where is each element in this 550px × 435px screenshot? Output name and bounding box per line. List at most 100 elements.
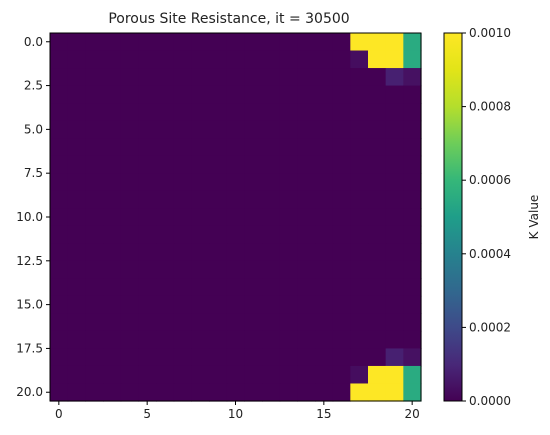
heatmap-cell xyxy=(244,68,263,87)
heatmap-cell xyxy=(297,225,316,244)
heatmap-cell xyxy=(368,225,387,244)
heatmap-cell xyxy=(138,68,157,87)
heatmap-cell xyxy=(385,190,404,209)
heatmap-cell xyxy=(315,50,334,69)
heatmap-cell xyxy=(103,68,122,87)
heatmap-cell xyxy=(50,260,69,279)
heatmap-cell xyxy=(209,225,228,244)
heatmap-cell xyxy=(332,68,351,87)
heatmap-cell xyxy=(50,295,69,314)
heatmap-cell xyxy=(403,383,422,402)
heatmap-cell xyxy=(209,33,228,52)
x-axis: 0 5 10 15 20 xyxy=(55,401,420,421)
colorbar-tick-label: 0.0008 xyxy=(469,100,511,114)
heatmap-cell xyxy=(226,365,245,385)
heatmap-cell xyxy=(279,313,298,332)
x-tick-label: 15 xyxy=(316,407,331,421)
heatmap-cell xyxy=(297,138,316,157)
heatmap-cell xyxy=(368,295,387,314)
heatmap-cell xyxy=(368,278,387,297)
heatmap-cell xyxy=(262,68,281,87)
heatmap-cell xyxy=(315,120,334,139)
y-tick-label: 17.5 xyxy=(16,341,43,355)
heatmap-cell xyxy=(262,208,281,227)
heatmap-cell xyxy=(156,85,175,104)
heatmap-cell xyxy=(350,260,369,279)
heatmap-cell xyxy=(332,208,351,227)
heatmap-cell xyxy=(297,190,316,209)
heatmap-cell xyxy=(173,138,192,157)
heatmap-cell xyxy=(120,68,139,87)
heatmap-cell xyxy=(103,50,122,69)
heatmap-cell xyxy=(67,33,86,52)
heatmap-cell xyxy=(138,278,157,297)
heatmap-cell xyxy=(315,260,334,279)
heatmap-cell xyxy=(350,173,369,192)
heatmap-cell xyxy=(191,295,210,314)
heatmap-cell xyxy=(315,68,334,87)
heatmap-cell xyxy=(173,173,192,192)
heatmap-cell xyxy=(244,173,263,192)
heatmap-cell xyxy=(191,243,210,262)
heatmap-cell xyxy=(173,50,192,69)
heatmap-cell xyxy=(138,33,157,52)
heatmap-cell xyxy=(297,295,316,314)
heatmap-cell xyxy=(297,68,316,87)
heatmap-cell xyxy=(50,278,69,297)
heatmap-cell xyxy=(85,278,104,297)
heatmap-cell xyxy=(244,103,263,122)
heatmap-cell xyxy=(226,50,245,69)
heatmap-cell xyxy=(156,50,175,69)
heatmap-cell xyxy=(315,278,334,297)
heatmap-cell xyxy=(50,33,69,52)
heatmap-cell xyxy=(226,208,245,227)
heatmap-cell xyxy=(385,225,404,244)
heatmap-cell xyxy=(297,155,316,174)
heatmap-cell xyxy=(50,190,69,209)
heatmap-cell xyxy=(262,138,281,157)
heatmap-cell xyxy=(120,348,139,367)
heatmap-cell xyxy=(138,383,157,402)
heatmap-cell xyxy=(191,348,210,367)
heatmap-cell xyxy=(50,383,69,402)
heatmap-cell xyxy=(385,260,404,279)
heatmap-cell xyxy=(368,208,387,227)
heatmap-cell xyxy=(120,190,139,209)
heatmap-cell xyxy=(156,190,175,209)
heatmap-cell xyxy=(385,313,404,332)
heatmap-cell xyxy=(85,50,104,69)
heatmap-cell xyxy=(297,278,316,297)
heatmap-cell xyxy=(368,190,387,209)
heatmap-cell xyxy=(226,85,245,104)
heatmap-cell xyxy=(103,155,122,174)
heatmap-cell xyxy=(279,295,298,314)
heatmap-cell xyxy=(103,348,122,367)
heatmap-cell xyxy=(191,208,210,227)
heatmap-cell xyxy=(156,173,175,192)
heatmap-cell xyxy=(403,50,422,69)
heatmap-cell xyxy=(173,85,192,104)
heatmap-cell xyxy=(209,138,228,157)
heatmap-cell xyxy=(262,295,281,314)
heatmap-cell xyxy=(279,243,298,262)
heatmap-cell xyxy=(262,103,281,122)
heatmap-cell xyxy=(350,225,369,244)
heatmap-cell xyxy=(138,50,157,69)
heatmap-cell xyxy=(368,383,387,402)
heatmap-cell xyxy=(226,190,245,209)
heatmap-cell xyxy=(262,190,281,209)
heatmap-cell xyxy=(67,348,86,367)
heatmap-cell xyxy=(403,33,422,52)
heatmap-cell xyxy=(67,103,86,122)
heatmap-cell xyxy=(244,225,263,244)
heatmap-cell xyxy=(67,225,86,244)
heatmap-cell xyxy=(67,295,86,314)
heatmap-cell xyxy=(226,103,245,122)
heatmap-cell xyxy=(103,103,122,122)
heatmap-cell xyxy=(332,138,351,157)
heatmap-cell xyxy=(209,348,228,367)
heatmap-cell xyxy=(209,103,228,122)
heatmap-cell xyxy=(226,330,245,350)
heatmap-cell xyxy=(368,103,387,122)
heatmap-cell xyxy=(209,330,228,350)
